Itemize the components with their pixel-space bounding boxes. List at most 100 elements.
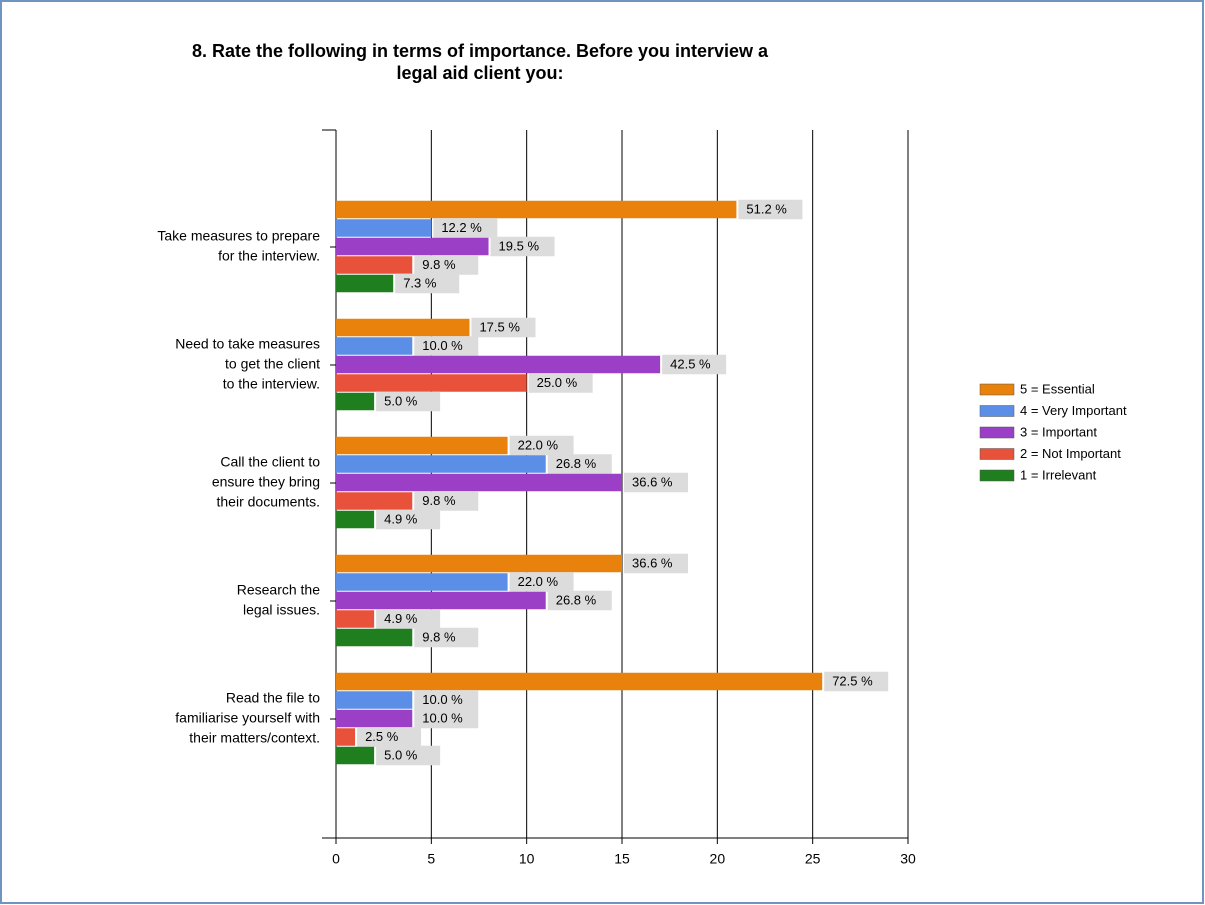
bar [336, 337, 413, 355]
value-label-bg [414, 336, 479, 356]
bar [336, 610, 375, 628]
value-label: 7.3 % [403, 275, 437, 290]
value-label: 51.2 % [746, 201, 787, 216]
y-tick-label: familiarise yourself with [175, 710, 320, 726]
legend-swatch [979, 469, 1015, 482]
bar [336, 473, 622, 492]
bar [336, 436, 508, 455]
bar [336, 256, 413, 274]
value-label: 72.5 % [832, 673, 873, 688]
value-label-bg [376, 391, 441, 412]
x-tick-label: 10 [519, 851, 535, 867]
legend-label: 2 = Not Important [1020, 446, 1121, 461]
value-label-bg [414, 690, 479, 710]
value-label: 26.8 % [556, 592, 597, 607]
value-label-bg [395, 273, 460, 294]
bar [336, 219, 432, 237]
y-tick-label: to the interview. [223, 376, 320, 392]
y-tick-label: for the interview. [218, 248, 320, 264]
bar [336, 355, 661, 374]
y-tick-label: Need to take measures [175, 336, 320, 352]
bar [336, 728, 356, 746]
bar [336, 200, 737, 219]
value-label-bg [471, 317, 536, 338]
y-tick-label: their matters/context. [189, 730, 320, 746]
x-tick-label: 0 [332, 851, 340, 867]
value-label-bg [376, 745, 441, 766]
bar [336, 709, 413, 728]
y-tick-label: to get the client [225, 356, 320, 372]
bar [336, 573, 508, 591]
value-label: 42.5 % [670, 356, 711, 371]
value-label-bg [624, 472, 688, 493]
bar [336, 628, 413, 647]
value-label-bg [824, 671, 889, 692]
value-label: 22.0 % [518, 437, 559, 452]
value-label-bg [414, 708, 479, 729]
value-label: 2.5 % [365, 729, 399, 744]
y-tick-label: their documents. [217, 494, 321, 510]
value-label-bg [433, 218, 498, 238]
value-label: 5.0 % [384, 393, 418, 408]
value-label-bg [357, 727, 422, 747]
y-tick-label: Take measures to prepare [157, 228, 320, 244]
x-tick-label: 25 [805, 851, 821, 867]
x-tick-label: 15 [614, 851, 630, 867]
chart-title: 8. Rate the following in terms of import… [192, 41, 769, 61]
value-label: 36.6 % [632, 555, 673, 570]
value-label-bg [414, 491, 479, 511]
y-tick-label: ensure they bring [212, 474, 320, 490]
legend-label: 1 = Irrelevant [1020, 467, 1097, 482]
value-label: 10.0 % [422, 710, 463, 725]
value-label-bg [376, 609, 441, 629]
bar [336, 492, 413, 510]
y-tick-label: Research the [237, 582, 320, 598]
value-label: 5.0 % [384, 747, 418, 762]
x-tick-label: 30 [900, 851, 916, 867]
value-label-bg [509, 435, 574, 456]
value-label: 10.0 % [422, 338, 463, 353]
value-label: 26.8 % [556, 456, 597, 471]
bar [336, 746, 375, 765]
bar [336, 318, 470, 337]
bar [336, 672, 823, 691]
value-label: 17.5 % [479, 319, 520, 334]
value-label: 9.8 % [422, 493, 456, 508]
legend-label: 3 = Important [1020, 424, 1097, 439]
value-label: 9.8 % [422, 629, 456, 644]
value-label: 19.5 % [499, 238, 540, 253]
value-label: 10.0 % [422, 692, 463, 707]
x-tick-label: 20 [710, 851, 726, 867]
value-label-bg [414, 627, 479, 648]
y-tick-label: Call the client to [220, 454, 320, 470]
value-label-bg [624, 553, 688, 574]
chart-title: legal aid client you: [396, 63, 563, 83]
value-label-bg [547, 590, 612, 611]
value-label: 25.0 % [537, 375, 578, 390]
value-label: 22.0 % [518, 574, 559, 589]
legend-swatch [979, 405, 1015, 417]
legend-label: 5 = Essential [1020, 381, 1095, 396]
bar [336, 591, 546, 610]
bar [336, 691, 413, 709]
bar [336, 510, 375, 529]
value-label-bg [547, 454, 612, 474]
value-label: 9.8 % [422, 257, 456, 272]
y-tick-label: legal issues. [243, 602, 320, 618]
value-label-bg [509, 572, 574, 592]
bar [336, 455, 546, 473]
value-label-bg [528, 373, 593, 393]
value-label-bg [376, 509, 441, 530]
bar [336, 274, 394, 293]
value-label-bg [490, 236, 555, 257]
bar [336, 237, 489, 256]
value-label-bg [662, 354, 727, 375]
bar [336, 554, 622, 573]
value-label: 4.9 % [384, 511, 418, 526]
x-tick-label: 5 [427, 851, 435, 867]
bar [336, 392, 375, 411]
y-tick-label: Read the file to [226, 690, 320, 706]
value-label-bg [738, 199, 803, 220]
value-label: 12.2 % [441, 220, 482, 235]
